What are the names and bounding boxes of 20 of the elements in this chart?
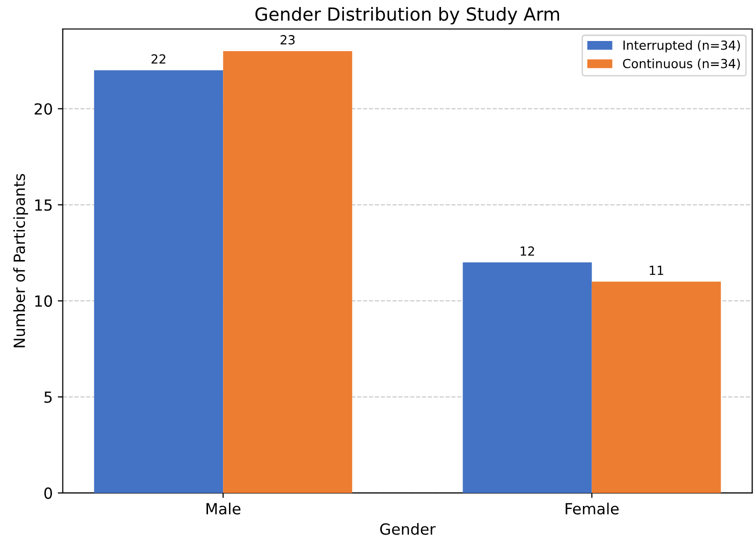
y-tick-label: 15 xyxy=(35,199,52,211)
y-axis-title: Number of Participants xyxy=(13,174,28,348)
bar xyxy=(223,51,352,493)
data-label: 22 xyxy=(152,54,166,64)
y-tick-label: 5 xyxy=(44,392,52,403)
x-tick-label: Female xyxy=(566,502,619,515)
x-tick-label: Male xyxy=(206,502,240,515)
legend-label: Interrupted (n=34) xyxy=(624,40,740,52)
bar xyxy=(592,282,721,493)
bar xyxy=(94,70,224,493)
y-tick-label: 0 xyxy=(44,487,52,499)
data-label: 23 xyxy=(280,35,295,45)
y-tick-label: 10 xyxy=(35,295,52,307)
chart-title: Gender Distribution by Study Arm xyxy=(255,6,560,24)
y-tick-label: 20 xyxy=(34,103,52,115)
data-label: 11 xyxy=(650,266,664,275)
legend-label: Continuous (n=34) xyxy=(622,58,740,70)
x-axis-title: Gender xyxy=(380,523,436,535)
bar xyxy=(462,262,592,493)
data-label: 12 xyxy=(520,246,534,256)
